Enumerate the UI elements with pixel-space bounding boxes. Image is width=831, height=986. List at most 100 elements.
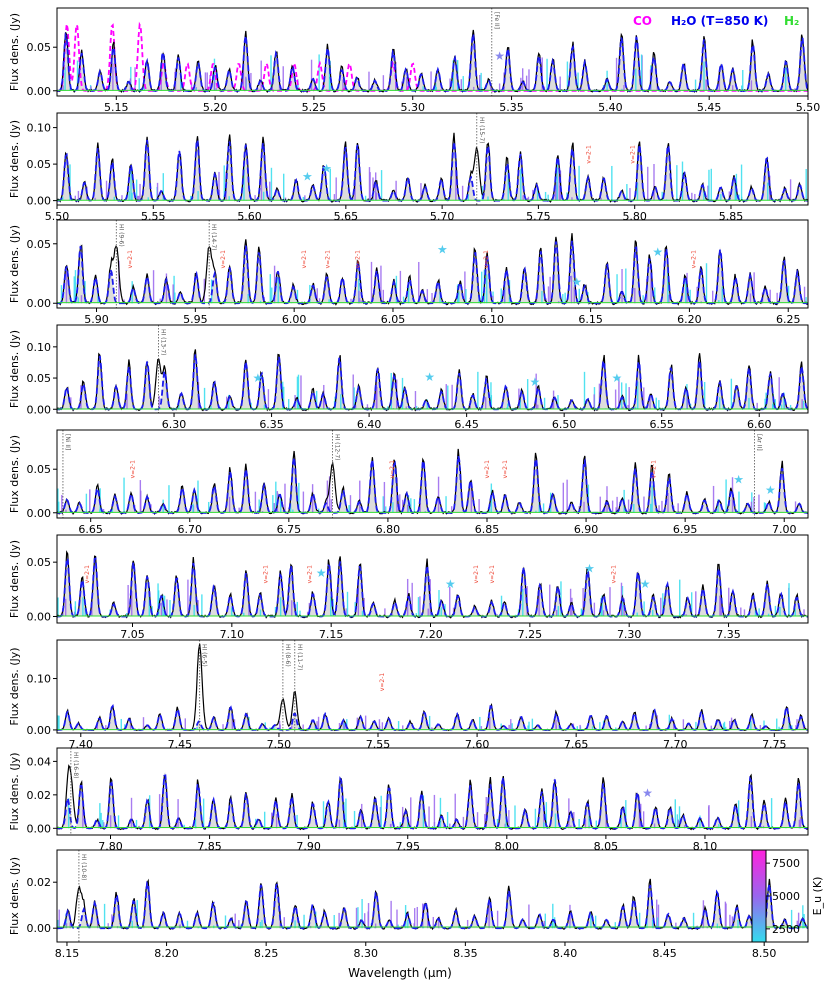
panel-1-frame (56, 7, 809, 97)
x-tick-label: 7.30 (617, 628, 642, 641)
panel-9-plot-area (57, 878, 808, 931)
x-tick-label: 8.10 (693, 840, 718, 853)
x-tick-label: 8.15 (55, 947, 80, 960)
v21-label: v=2-1 (650, 460, 657, 479)
panel-5-plot-area (57, 448, 808, 515)
x-tick-label: 8.30 (354, 947, 379, 960)
v21-label: v=2-1 (129, 460, 136, 479)
x-tick-label: 5.70 (430, 210, 455, 223)
y-tick-label: 0.00 (27, 297, 52, 310)
x-tick-label: 7.25 (518, 628, 543, 641)
v21-label: v=2-1 (630, 145, 637, 164)
panel-5-frame (56, 429, 809, 519)
v21-label: v=2-1 (84, 565, 91, 584)
star-marker: ★ (494, 49, 505, 63)
star-marker: ★ (733, 473, 744, 487)
v21-label: v=2-1 (489, 565, 496, 584)
y-tick-label: 0.10 (27, 341, 52, 354)
star-marker: ★ (253, 371, 264, 385)
x-tick-label: 6.80 (376, 523, 401, 536)
y-axis-label: Flux dens. (Jy) (8, 647, 21, 725)
panel-9-h2o-model-line (57, 880, 808, 930)
x-tick-label: 7.50 (267, 738, 292, 751)
panel-9-observed-line (57, 878, 808, 931)
panel-8-h2o-model-line (57, 774, 808, 830)
v21-label: v=2-1 (379, 673, 386, 692)
colorbar-tick-label: 2500 (772, 923, 800, 936)
star-marker: ★ (611, 371, 622, 385)
panel-2-frame (56, 112, 809, 206)
colorbar (751, 849, 767, 943)
panel-7-plot-area (57, 643, 808, 732)
x-tick-label: 6.70 (178, 523, 203, 536)
annotation-label: HI (9-6) (117, 224, 124, 247)
x-tick-label: 6.00 (282, 313, 307, 326)
annotation-label: HI (10-8) (80, 854, 87, 881)
x-tick-label: 6.40 (357, 418, 382, 431)
x-tick-label: 7.60 (465, 738, 490, 751)
y-tick-label: 0.00 (27, 85, 52, 98)
panel-2-model-fill (57, 136, 808, 201)
panel-9-frame (56, 849, 809, 943)
panel-3-plot-area (57, 233, 808, 306)
x-tick-label: 5.95 (183, 313, 208, 326)
x-tick-label: 5.65 (334, 210, 359, 223)
y-tick-label: 0.02 (27, 876, 52, 889)
x-tick-label: 8.05 (594, 840, 619, 853)
panel-8-model-fill (57, 772, 808, 829)
y-tick-label: 0.05 (27, 372, 52, 385)
panel-3-frame (56, 219, 809, 309)
x-tick-label: 5.90 (84, 313, 109, 326)
x-tick-label: 7.55 (366, 738, 391, 751)
legend-co: CO (633, 14, 652, 28)
x-tick-label: 7.40 (69, 738, 94, 751)
panel-4-frame (56, 324, 809, 414)
star-marker: ★ (424, 370, 435, 384)
y-tick-label: 0.00 (27, 403, 52, 416)
x-tick-label: 6.05 (381, 313, 406, 326)
x-tick-label: 7.45 (168, 738, 193, 751)
x-tick-label: 5.45 (697, 101, 722, 114)
v21-label: v=2-1 (127, 250, 134, 269)
panel-8-frame (56, 747, 809, 836)
x-tick-label: 6.10 (480, 313, 505, 326)
panel-4-plot-area (57, 349, 808, 412)
panel-6-frame (56, 534, 809, 624)
x-tick-label: 8.50 (752, 947, 777, 960)
x-tick-label: 8.25 (254, 947, 279, 960)
panel-6-model-fill (57, 555, 808, 617)
x-tick-label: 6.85 (475, 523, 500, 536)
x-tick-label: 6.25 (776, 313, 801, 326)
y-tick-label: 0.00 (27, 922, 52, 935)
star-marker: ★ (302, 170, 313, 184)
x-tick-label: 5.85 (719, 210, 744, 223)
x-tick-label: 6.55 (649, 418, 674, 431)
colorbar-tick-label: 5000 (772, 890, 800, 903)
v21-label: v=2-1 (502, 460, 509, 479)
v21-label: v=2-1 (301, 250, 308, 269)
panel-7-observed-line (57, 643, 808, 732)
x-tick-label: 7.95 (395, 840, 420, 853)
annotation-label: HI (11-7) (296, 644, 303, 671)
panel-9-model-fill (57, 880, 808, 929)
panel-2-observed-line (57, 132, 808, 203)
x-tick-label: 5.35 (499, 101, 524, 114)
x-tick-label: 7.05 (120, 628, 145, 641)
y-tick-label: 0.00 (27, 610, 52, 623)
star-marker: ★ (316, 566, 327, 580)
y-axis-label: Flux dens. (Jy) (8, 13, 21, 91)
x-tick-label: 6.75 (277, 523, 302, 536)
star-marker: ★ (584, 562, 595, 576)
star-marker: ★ (765, 483, 776, 497)
star-marker: ★ (642, 786, 653, 800)
star-marker: ★ (571, 275, 582, 289)
v21-label: v=2-1 (483, 250, 490, 269)
panel-5-model-fill (57, 453, 808, 513)
y-axis-label: Flux dens. (Jy) (8, 435, 21, 513)
y-tick-label: 0.10 (27, 122, 52, 135)
v21-label: v=2-1 (690, 250, 697, 269)
v21-label: v=2-1 (306, 565, 313, 584)
annotation-label: HI (16-8) (72, 752, 79, 779)
star-marker: ★ (445, 577, 456, 591)
